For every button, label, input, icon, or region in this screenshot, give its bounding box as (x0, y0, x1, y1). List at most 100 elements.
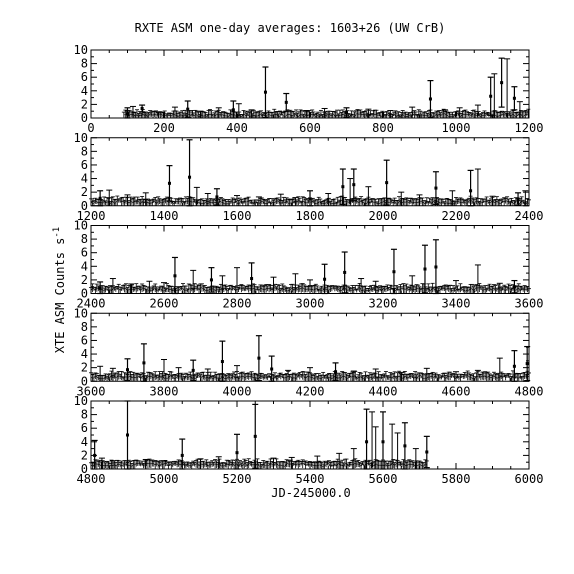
series-line (213, 288, 216, 292)
data-point (489, 94, 493, 98)
series-line (226, 463, 229, 466)
series-line (436, 200, 439, 202)
series-line (150, 202, 153, 204)
series-line (320, 114, 323, 117)
series-line (387, 287, 390, 290)
series-line (520, 113, 523, 117)
series-line (141, 200, 144, 204)
series-line (431, 115, 434, 117)
data-point (308, 197, 312, 201)
series-line (229, 377, 232, 379)
x-tick-label: 3000 (296, 297, 325, 311)
series-line (242, 375, 245, 378)
series-line (220, 465, 223, 467)
data-point (142, 361, 146, 365)
series-line (460, 201, 462, 204)
series-line (395, 288, 398, 291)
series-line (294, 113, 297, 116)
series-line (497, 115, 500, 117)
series-line (474, 200, 477, 203)
series-line (201, 202, 204, 204)
x-tick-label: 4600 (442, 384, 471, 398)
series-line (395, 115, 398, 118)
series-line (401, 114, 403, 117)
y-tick-label: 4 (81, 84, 88, 98)
data-point (98, 286, 102, 290)
series-line (184, 465, 187, 467)
series-line (398, 200, 401, 203)
series-line (188, 375, 191, 378)
series-line (300, 114, 303, 116)
series-line (255, 463, 258, 466)
series-line (318, 377, 321, 379)
series-line (248, 287, 251, 290)
series-line (136, 113, 139, 117)
y-tick-label: 0 (81, 462, 88, 476)
series-line (292, 377, 295, 379)
series-line (286, 200, 289, 204)
series-line (184, 376, 187, 379)
series-line (130, 375, 133, 379)
series-line (315, 377, 318, 379)
series-line (182, 463, 185, 466)
series-line (343, 201, 346, 203)
series-line (93, 200, 96, 204)
series-line (309, 464, 312, 466)
series-line (114, 202, 116, 204)
series-line (324, 464, 327, 466)
x-tick-label: 1200 (77, 209, 106, 223)
series-line (172, 463, 175, 466)
series-line (460, 287, 463, 290)
series-line (440, 113, 443, 116)
series-line (279, 113, 282, 116)
data-point (334, 370, 338, 374)
series-line (392, 463, 395, 466)
series-line (293, 463, 296, 466)
data-point (385, 181, 389, 185)
daily-error-bars (121, 108, 531, 118)
series-line (201, 287, 204, 289)
series-line (330, 288, 333, 290)
series-line (267, 200, 270, 204)
series-line (210, 463, 213, 466)
series-line (385, 464, 388, 467)
series-line (290, 202, 293, 204)
series-line (90, 287, 93, 292)
series-line (478, 113, 481, 118)
series-line (417, 113, 420, 117)
series-line (447, 202, 449, 205)
series-line (489, 376, 492, 379)
data-point (469, 189, 473, 193)
series-line (336, 200, 339, 205)
x-tick-label: 3400 (442, 297, 471, 311)
series-line (155, 114, 158, 116)
series-line (307, 114, 310, 117)
series-line (190, 113, 193, 117)
series-line (372, 464, 375, 467)
series-line (454, 201, 457, 205)
series-line (108, 376, 111, 379)
series-line (525, 202, 528, 205)
series-line (331, 287, 334, 289)
series-line (136, 200, 138, 203)
series-line (485, 201, 487, 203)
series-line (155, 375, 157, 378)
series-line (289, 202, 292, 204)
data-point (500, 81, 504, 85)
series-line (317, 115, 320, 117)
series-line (229, 287, 232, 290)
series-line (335, 114, 338, 117)
series-line (184, 113, 187, 118)
series-line (149, 375, 151, 377)
series-line (197, 287, 200, 291)
series-line (479, 202, 481, 204)
series-line (161, 114, 164, 116)
series-line (238, 287, 241, 290)
series-line (303, 463, 306, 466)
series-line (93, 375, 96, 379)
series-line (138, 375, 141, 379)
series-line (203, 288, 206, 291)
series-line (322, 465, 325, 467)
series-line (495, 115, 498, 117)
